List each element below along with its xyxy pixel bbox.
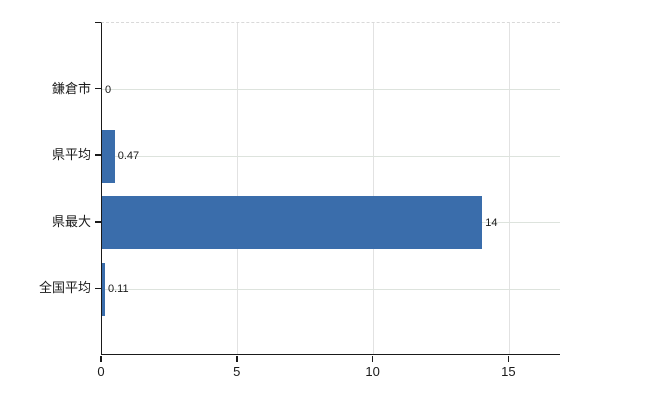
y-axis-tick (95, 154, 101, 156)
bar (102, 129, 115, 183)
y-axis-tick (95, 221, 101, 223)
category-label: 県平均 (51, 147, 91, 163)
x-tick-label: 0 (97, 364, 105, 379)
y-axis-top-tick (95, 21, 101, 23)
value-label: 0 (105, 83, 112, 96)
value-label: 0.47 (117, 150, 140, 163)
x-axis-tick (371, 356, 374, 362)
x-tick-label: 10 (365, 364, 380, 379)
category-label: 県最大 (51, 213, 91, 229)
gridline-vertical (373, 23, 375, 354)
gridline-horizontal (102, 155, 560, 157)
y-axis-tick (95, 87, 101, 90)
y-axis-tick (95, 287, 101, 290)
gridline-horizontal (102, 288, 560, 290)
value-label: 14 (485, 216, 498, 229)
x-axis-tick (507, 356, 510, 362)
category-label: 全国平均 (38, 280, 91, 296)
category-label: 鎌倉市 (51, 80, 91, 96)
x-axis-tick (236, 356, 238, 362)
bar (102, 196, 483, 250)
gridline-horizontal (102, 89, 560, 91)
bar (102, 262, 105, 316)
x-tick-label: 15 (501, 364, 516, 379)
gridline-vertical (237, 23, 239, 354)
value-label: 0.11 (107, 283, 129, 296)
x-axis-tick (100, 356, 102, 362)
plot-area: 0 0.47 14 0.11 (101, 22, 560, 355)
x-tick-label: 5 (233, 364, 241, 379)
gridline-vertical (508, 23, 510, 354)
